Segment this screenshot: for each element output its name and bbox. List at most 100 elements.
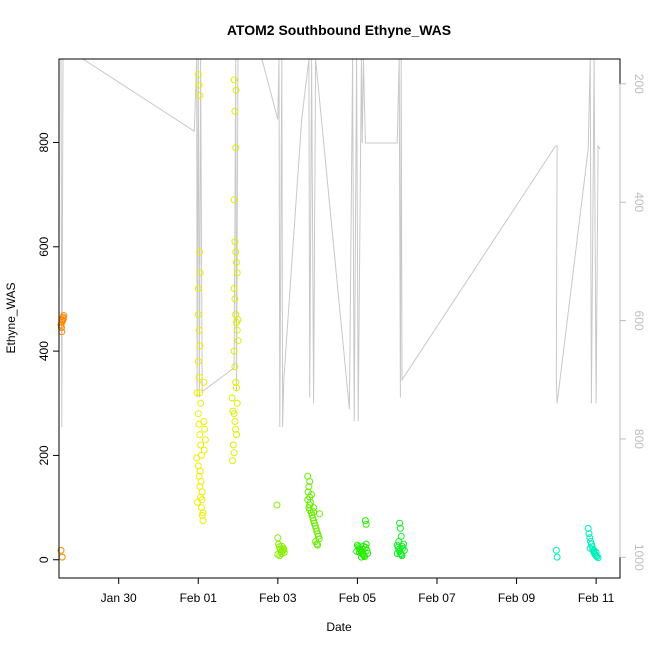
data-point [314,541,322,549]
data-point [278,542,286,550]
aux-line [60,58,601,428]
data-point [199,517,207,525]
data-point [233,326,241,334]
data-point [353,547,361,555]
data-point [60,312,68,320]
y-axis-label: Ethyne_WAS [4,283,18,354]
data-point [200,418,208,425]
data-point [233,384,240,392]
data-point [306,501,314,509]
y-tick-label: 600 [37,236,51,256]
data-point [233,431,240,439]
data-point [200,378,208,386]
x-tick-label: Feb 11 [578,591,615,605]
data-point [586,544,594,552]
data-point [273,501,281,509]
data-point [201,436,209,444]
data-point [362,520,370,528]
x-axis-label: Date [326,620,352,634]
data-point [280,546,288,554]
data-point [230,76,238,84]
data-point [585,530,593,538]
data-point [552,546,560,554]
data-point [396,524,404,532]
data-point [232,378,240,386]
data-point [357,553,365,561]
data-point [197,399,205,407]
data-point [194,410,202,418]
data-point [396,519,404,527]
data-point [231,107,239,115]
data-point [230,449,238,457]
right-axis: 200 400 600 800 1000 [619,74,646,571]
data-point [363,546,371,554]
data-point [590,546,598,554]
right-tick-label: 1000 [632,544,646,571]
data-point [197,478,205,485]
data-point [230,285,238,292]
data-point [233,269,241,277]
data-point [228,394,236,402]
data-point [234,337,242,345]
data-point [361,517,369,525]
data-point [198,488,206,496]
data-point [310,508,318,516]
data-point [195,248,203,256]
right-tick-label: 600 [632,311,646,331]
data-point [274,534,282,542]
data-point [364,550,372,557]
data-point [306,478,314,485]
data-point [195,81,203,89]
data-point [305,483,313,491]
data-point [232,86,240,94]
y-tick-label: 200 [37,445,51,465]
data-point [200,446,208,454]
y-tick-label: 400 [37,341,51,361]
data-point [584,524,592,532]
plot-frame [58,58,621,579]
data-point [194,311,202,319]
data-point [230,196,238,204]
data-point [197,441,205,449]
data-point [201,425,209,433]
data-point [231,238,239,246]
right-tick-label: 800 [632,429,646,449]
data-point [199,509,207,517]
data-point [195,373,203,381]
data-point [593,553,601,561]
data-point [229,407,237,415]
data-point [231,363,239,371]
data-point [196,467,204,475]
data-point [232,144,240,152]
data-point [57,324,65,332]
data-point [196,269,204,277]
aux-line-layer [60,58,601,428]
data-point [359,542,367,550]
data-point [398,542,406,550]
data-point [232,425,240,433]
data-point [57,546,65,554]
data-point [316,510,324,518]
data-point [194,285,202,292]
data-point [59,315,67,323]
data-point [233,258,240,266]
data-point [230,347,238,355]
x-tick-label: Jan 30 [101,591,137,605]
data-point [193,389,201,397]
data-point [234,316,242,324]
data-point [229,457,236,465]
x-axis: Jan 30 Feb 01 Feb 03 Feb 05 Feb 07 Feb 09 Feb … [101,577,615,605]
right-tick-label: 400 [632,192,646,212]
y-tick-label: 0 [37,556,51,563]
x-tick-label: Feb 03 [259,591,297,605]
data-point [196,342,204,350]
data-point [395,538,403,545]
data-point [586,534,594,542]
data-point [58,553,66,561]
data-point [196,389,204,397]
data-point [553,553,561,561]
y-tick-label: 800 [37,132,51,152]
chart-title: ATOM2 Southbound Ethyne_WAS [227,22,451,38]
data-point [193,454,201,462]
